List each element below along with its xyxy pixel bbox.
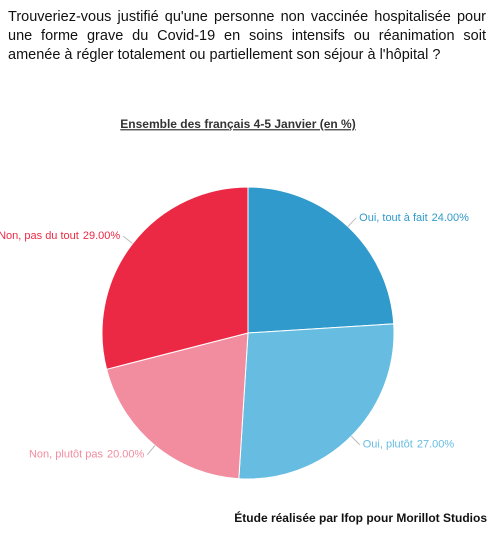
value-label: 20.00% bbox=[107, 449, 145, 461]
question: Trouveriez-vous justifié qu'une personne… bbox=[8, 9, 486, 63]
value-label: 29.00% bbox=[83, 230, 121, 242]
pie-slice bbox=[101, 186, 249, 370]
category-label: Non, plutôt pas bbox=[29, 449, 103, 461]
slice-label: Oui, tout à fait 24.00% bbox=[359, 212, 469, 224]
leader-line bbox=[347, 217, 357, 227]
value-label: 24.00% bbox=[432, 212, 470, 224]
pie-slice bbox=[105, 332, 249, 480]
category-label: Oui, tout à fait bbox=[359, 212, 427, 224]
category-label: Oui, plutôt bbox=[363, 439, 413, 451]
leader-line bbox=[122, 235, 133, 244]
source: Étude réalisée par Ifop pour Morillot St… bbox=[234, 510, 487, 525]
pie-slice bbox=[238, 323, 395, 480]
leader-line bbox=[146, 445, 156, 456]
category-label: Non, pas du tout bbox=[0, 230, 79, 242]
value-label: 27.00% bbox=[417, 439, 455, 451]
slice-label: Oui, plutôt 27.00% bbox=[363, 439, 455, 451]
leader-line bbox=[350, 435, 361, 446]
slice-label: Non, plutôt pas 20.00% bbox=[29, 449, 145, 461]
slice-label: Non, pas du tout 29.00% bbox=[0, 230, 120, 242]
pie-slice bbox=[247, 186, 395, 334]
subtitle: Ensemble des français 4-5 Janvier (en %) bbox=[120, 117, 355, 131]
